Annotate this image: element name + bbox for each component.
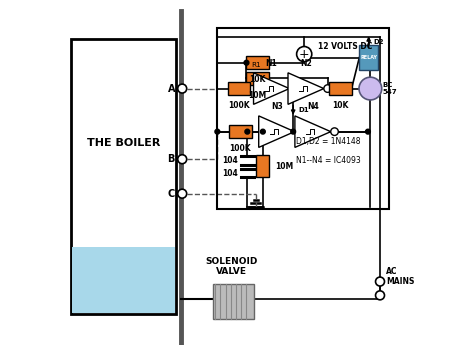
Circle shape [324,85,331,92]
Text: B: B [168,154,175,164]
Circle shape [260,129,265,134]
Text: A: A [167,84,175,93]
Text: BC
547: BC 547 [383,82,397,95]
Text: R1: R1 [251,62,261,68]
Circle shape [178,84,187,93]
Bar [228,82,250,95]
Circle shape [290,85,297,92]
Text: +: + [299,48,310,61]
Text: RELAY: RELAY [360,55,377,60]
Text: 10K: 10K [249,75,266,84]
Circle shape [178,189,187,198]
Bar [71,39,176,314]
Text: D1,D2 = 1N4148: D1,D2 = 1N4148 [296,137,360,146]
Polygon shape [295,116,331,147]
Bar [229,125,252,138]
Text: N2: N2 [300,59,312,68]
Circle shape [215,129,220,134]
Text: 10M: 10M [248,91,267,100]
Text: N1--N4 = IC4093: N1--N4 = IC4093 [296,156,360,165]
Circle shape [297,46,312,62]
Text: AC
MAINS: AC MAINS [386,267,415,286]
Text: THE BOILER: THE BOILER [87,138,160,148]
Text: SOLENOID
VALVE: SOLENOID VALVE [206,257,258,276]
Bar [329,82,352,95]
Bar [213,284,254,319]
Text: N1: N1 [265,59,277,68]
Bar [72,247,174,313]
Text: 10K: 10K [332,101,348,110]
Text: D1: D1 [298,107,309,113]
Text: 10M: 10M [275,162,294,171]
Bar [359,45,378,70]
Polygon shape [254,73,290,104]
Text: 100K: 100K [228,101,250,110]
Text: 12 VOLTS DC: 12 VOLTS DC [318,42,373,51]
Bar [218,28,389,209]
Polygon shape [288,73,324,104]
Text: 104: 104 [223,169,238,177]
Circle shape [359,77,382,100]
Circle shape [294,128,302,135]
Circle shape [365,129,370,134]
Text: D2: D2 [374,39,384,45]
Circle shape [331,128,338,135]
Circle shape [245,129,250,134]
Circle shape [178,155,187,164]
Circle shape [291,129,296,134]
Text: 100K: 100K [229,144,251,153]
Polygon shape [259,116,294,147]
Text: N4: N4 [307,102,319,111]
Text: C: C [168,189,175,199]
Circle shape [375,291,384,300]
Text: 104: 104 [223,156,238,165]
Circle shape [375,277,384,286]
Bar [246,72,269,85]
Bar [246,56,269,69]
Text: N3: N3 [271,102,283,111]
Circle shape [244,60,249,65]
Bar [256,155,269,177]
